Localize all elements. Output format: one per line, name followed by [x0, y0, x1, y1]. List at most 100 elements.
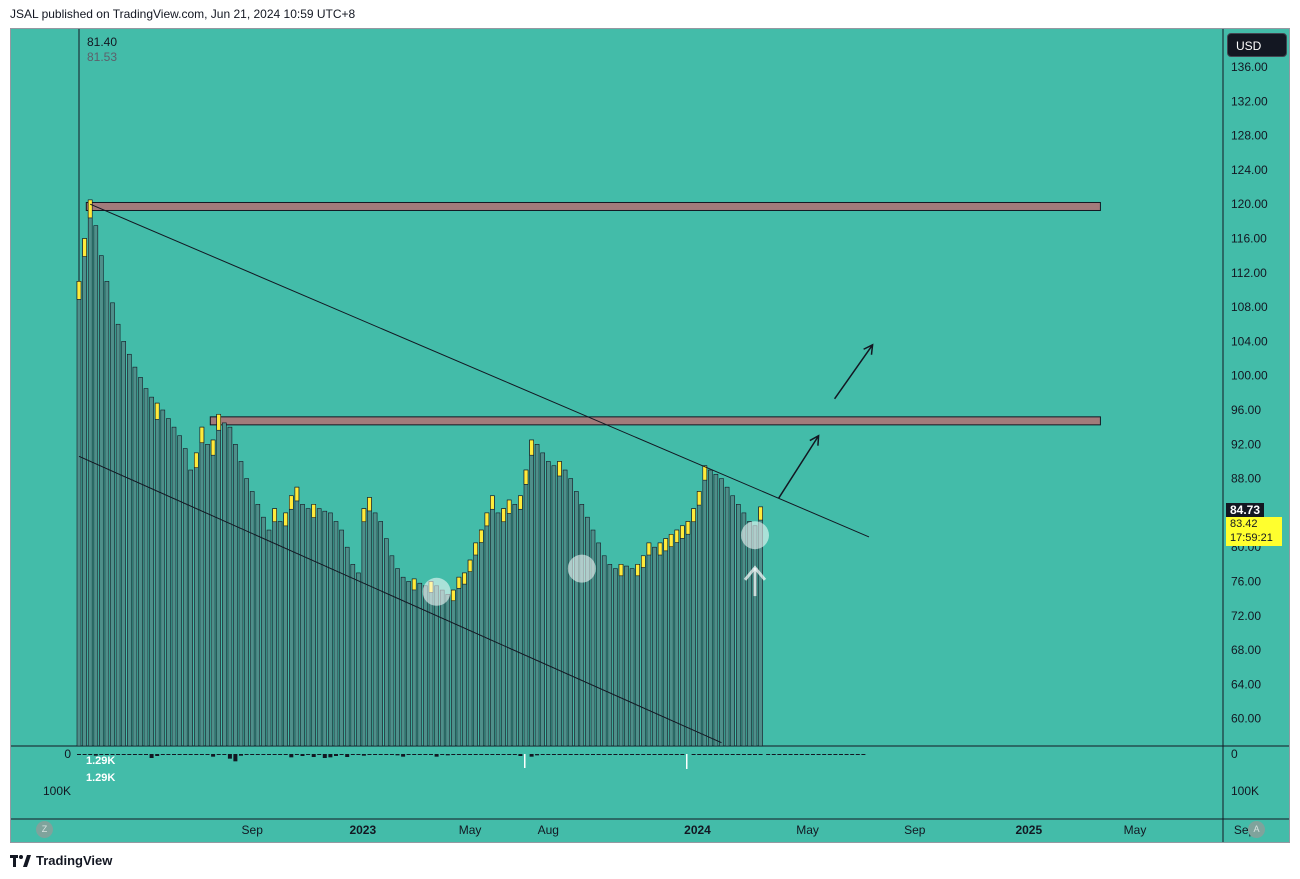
- price-bar: [182, 448, 188, 747]
- volume-bar: [535, 754, 540, 756]
- volume-bar: [563, 754, 568, 755]
- price-bar: [222, 422, 227, 747]
- volume-bar: [345, 754, 350, 757]
- price-bar-up-body: [473, 542, 479, 556]
- price-bar: [199, 426, 205, 747]
- price-bar: [177, 435, 182, 747]
- highlight-circle: [740, 521, 769, 550]
- volume-bar: [294, 754, 299, 755]
- volume-bar: [194, 754, 199, 755]
- price-chart[interactable]: 136.00 132.00 128.00 124.00 120.00 116.00 112.…: [11, 29, 1289, 842]
- volume-bar: [99, 754, 104, 755]
- volume-bar: [267, 754, 272, 755]
- price-bar: [490, 495, 495, 747]
- volume-bar: [406, 754, 411, 755]
- price-bar: [736, 504, 741, 747]
- price-bar-up-body: [411, 578, 417, 591]
- volume-bar: [758, 754, 763, 755]
- price-bar-up-body: [199, 426, 205, 444]
- price-bar-up-body: [680, 525, 685, 539]
- price-bar: [562, 469, 568, 747]
- price-bar: [361, 508, 367, 747]
- price-bar: [707, 469, 713, 747]
- volume-bar: [766, 754, 771, 755]
- go-to-start-button[interactable]: Z: [36, 821, 53, 838]
- volume-bar: [116, 754, 121, 755]
- price-bar-up-body: [311, 504, 317, 518]
- y-tick-label: 136.00: [1231, 60, 1268, 74]
- price-bar: [585, 516, 590, 747]
- price-bar-up-body: [361, 508, 367, 523]
- volume-bar: [183, 754, 188, 755]
- price-bar-up-body: [479, 529, 484, 543]
- volume-bar: [551, 754, 556, 755]
- price-bar: [188, 469, 193, 747]
- volume-bar: [423, 754, 428, 755]
- volume-bar: [462, 754, 467, 755]
- volume-bar: [149, 754, 154, 758]
- price-bar: [378, 521, 383, 747]
- price-bar: [702, 465, 708, 747]
- volume-bars: [77, 754, 866, 769]
- x-tick-label: May: [459, 823, 482, 837]
- volume-bar: [495, 754, 500, 755]
- y-tick-label: 100.00: [1231, 369, 1268, 383]
- price-bar: [534, 443, 540, 747]
- price-bar: [596, 542, 601, 747]
- price-bar: [384, 538, 389, 747]
- price-bar: [618, 564, 624, 747]
- volume-bar: [216, 754, 221, 755]
- volume-bar: [468, 754, 473, 755]
- price-bar: [523, 469, 529, 747]
- volume-bar: [557, 754, 562, 755]
- price-bar-up-body: [668, 534, 674, 547]
- volume-bar: [289, 754, 294, 758]
- price-bar: [428, 581, 434, 747]
- volume-bar: [445, 754, 450, 756]
- volume-bar: [624, 754, 629, 755]
- y-tick-label: 64.00: [1231, 677, 1261, 691]
- volume-bar: [250, 754, 255, 755]
- price-bar: [574, 491, 579, 747]
- price-bar: [138, 377, 143, 747]
- volume-bar: [568, 754, 573, 755]
- volume-bar: [838, 754, 843, 755]
- volume-bar: [540, 754, 545, 755]
- price-bar: [652, 546, 657, 747]
- price-bar: [76, 281, 82, 747]
- volume-bar: [736, 754, 741, 755]
- volume-bar: [440, 754, 445, 755]
- price-bar: [512, 504, 518, 747]
- volume-bar: [238, 754, 243, 756]
- currency-button[interactable]: USD: [1227, 33, 1287, 57]
- price-bar-up-body: [506, 499, 512, 514]
- price-bar: [356, 572, 361, 747]
- y-tick-label: 116.00: [1231, 232, 1267, 246]
- price-bar: [484, 512, 490, 747]
- projection-arrow-2: [833, 344, 874, 400]
- volume-bar: [233, 754, 238, 762]
- volume-bar: [674, 754, 679, 755]
- price-bar: [506, 499, 512, 747]
- resistance-zone-upper: [85, 201, 1101, 211]
- price-bar: [115, 323, 121, 747]
- volume-bar: [473, 754, 478, 755]
- volume-bar: [88, 754, 93, 755]
- price-bar: [82, 238, 87, 747]
- volume-bar: [177, 754, 182, 755]
- price-bar-up-body: [663, 538, 669, 552]
- volume-bar: [630, 754, 635, 755]
- chart-frame[interactable]: 136.00 132.00 128.00 124.00 120.00 116.00 112.…: [10, 28, 1290, 843]
- price-bar: [277, 521, 283, 747]
- y-tick-label: 60.00: [1231, 712, 1261, 726]
- y-tick-label: 68.00: [1231, 643, 1261, 657]
- price-bar: [300, 504, 305, 747]
- price-bar: [339, 529, 344, 747]
- auto-scale-button[interactable]: A: [1248, 821, 1265, 838]
- bar-countdown: 17:59:21: [1230, 532, 1273, 544]
- projection-arrow-1-head: [809, 434, 820, 446]
- price-bar: [104, 281, 110, 747]
- y-tick-label: 96.00: [1231, 403, 1261, 417]
- price-bar-up-body: [193, 452, 199, 468]
- price-bar: [238, 461, 244, 747]
